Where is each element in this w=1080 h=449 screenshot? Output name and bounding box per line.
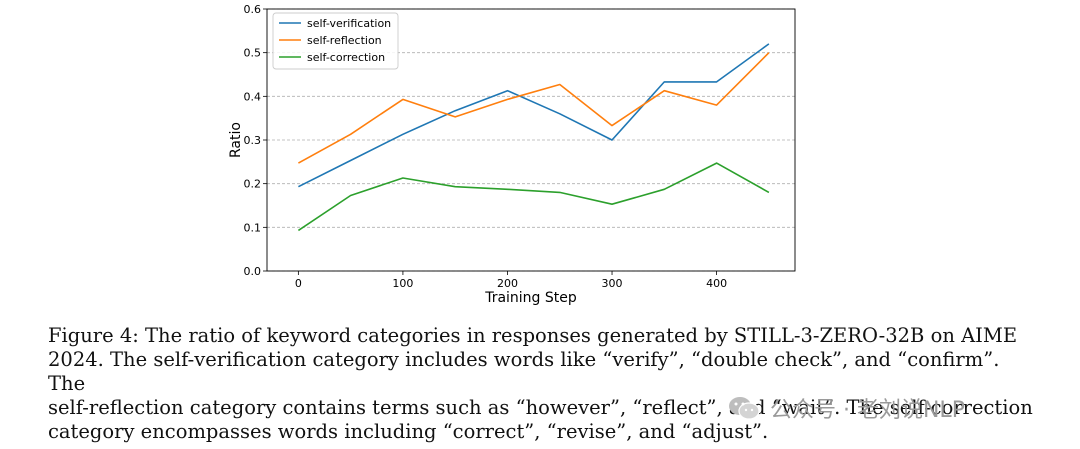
series-line-self-correction (297, 162, 770, 232)
x-tick-label: 0 (295, 277, 302, 290)
y-axis-label: Ratio (228, 122, 244, 158)
legend-box (272, 12, 399, 70)
y-tick-label: 0.0 (244, 265, 262, 278)
x-tick-label: 100 (392, 277, 413, 290)
series-line-self-verification (298, 43, 770, 188)
x-axis-ticks: 0 100 200 300 400 (295, 271, 727, 290)
y-axis-ticks: 0.0 0.1 0.2 0.3 0.4 0.5 0.6 (244, 3, 267, 278)
x-tick-label: 300 (602, 277, 623, 290)
caption-line: Figure 4: The ratio of keyword categorie… (48, 324, 1018, 347)
caption-line: category encompasses words including “co… (48, 420, 769, 443)
series-line-self-reflection (298, 52, 770, 164)
y-tick-label: 0.3 (244, 134, 262, 147)
x-tick-label: 200 (497, 277, 518, 290)
x-axis-label: Training Step (484, 290, 577, 306)
series-lines (297, 43, 770, 232)
caption-line: self-reflection category contains terms … (48, 396, 1033, 419)
legend-label: self-reflection (307, 34, 382, 47)
x-tick-label: 400 (706, 277, 727, 290)
y-tick-label: 0.1 (244, 221, 262, 234)
line-chart: 0 100 200 300 400 0.0 0.1 0.2 0.3 0.4 0.5 0.6 Trai… (228, 3, 796, 306)
legend-label: self-verification (307, 17, 391, 30)
legend: self-verification self-reflection self-cor… (272, 12, 399, 70)
y-tick-label: 0.4 (244, 90, 262, 103)
figure-caption: Figure 4: The ratio of keyword categorie… (48, 324, 1038, 444)
caption-line: 2024. The self-verification category inc… (48, 348, 1000, 395)
y-tick-label: 0.2 (244, 178, 262, 191)
y-tick-label: 0.6 (244, 3, 262, 16)
legend-label: self-correction (307, 51, 385, 64)
y-tick-label: 0.5 (244, 47, 262, 60)
